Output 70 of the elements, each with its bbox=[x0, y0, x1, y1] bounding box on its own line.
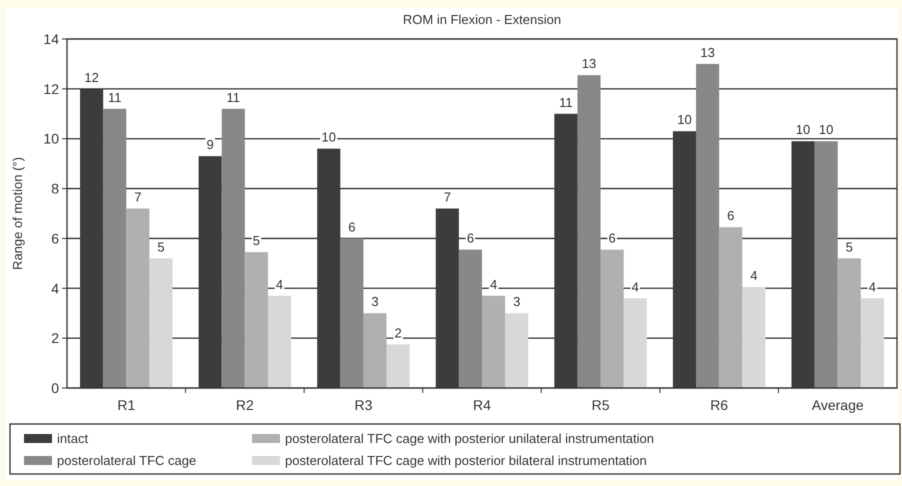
x-tick-label: R6 bbox=[710, 397, 728, 413]
data-label: 3 bbox=[513, 294, 520, 310]
bar bbox=[719, 227, 742, 388]
bar bbox=[149, 258, 173, 388]
data-label: 6 bbox=[466, 230, 474, 246]
bar bbox=[505, 313, 528, 388]
x-tick-label: Average bbox=[812, 397, 864, 413]
x-tick-label: R1 bbox=[117, 397, 136, 413]
data-label: 5 bbox=[252, 233, 260, 248]
y-tick-label: 2 bbox=[51, 330, 60, 346]
bar bbox=[340, 238, 364, 388]
x-tick-label: R4 bbox=[473, 397, 492, 413]
data-label: 10 bbox=[322, 130, 336, 145]
data-label: 2 bbox=[394, 325, 402, 340]
bar bbox=[126, 208, 150, 388]
bar bbox=[577, 75, 601, 388]
x-tick-label: R5 bbox=[592, 397, 610, 413]
bar bbox=[600, 250, 624, 388]
data-label: 12 bbox=[84, 70, 99, 85]
data-label: 4 bbox=[632, 279, 639, 294]
y-tick-label: 8 bbox=[51, 180, 60, 197]
data-label: 3 bbox=[371, 294, 379, 310]
y-axis-title: Range of motion (°) bbox=[10, 157, 25, 270]
data-label: 7 bbox=[444, 190, 451, 205]
bar bbox=[624, 298, 647, 388]
data-label: 4 bbox=[750, 268, 758, 284]
legend-label: posterolateral TFC cage with posterior unilateral instrumentation bbox=[285, 431, 654, 446]
y-tick-label: 12 bbox=[43, 80, 60, 97]
y-tick-label: 10 bbox=[43, 130, 60, 147]
data-label: 7 bbox=[134, 190, 142, 205]
legend-label: intact bbox=[57, 431, 88, 446]
data-label: 4 bbox=[490, 276, 498, 292]
x-tick-label: R2 bbox=[236, 397, 254, 413]
data-label: 5 bbox=[846, 239, 853, 254]
data-label: 10 bbox=[677, 112, 692, 128]
data-label: 11 bbox=[226, 90, 240, 105]
x-tick-label: R3 bbox=[354, 397, 373, 413]
bar bbox=[103, 108, 126, 388]
y-tick-label: 6 bbox=[51, 230, 60, 246]
bar bbox=[386, 344, 410, 388]
bar bbox=[838, 258, 861, 388]
data-label: 11 bbox=[559, 94, 573, 110]
data-label: 9 bbox=[206, 137, 214, 152]
legend-label: posterolateral TFC cage with posterior bilateral instrumentation bbox=[285, 453, 647, 468]
bar bbox=[268, 296, 292, 388]
bar bbox=[814, 141, 838, 388]
y-tick-label: 0 bbox=[51, 380, 60, 396]
data-label: 6 bbox=[348, 219, 356, 234]
data-label: 10 bbox=[796, 122, 810, 138]
bar bbox=[363, 313, 387, 388]
bar bbox=[860, 298, 884, 388]
data-label: 6 bbox=[608, 230, 616, 246]
data-label: 13 bbox=[700, 44, 715, 60]
data-label: 11 bbox=[108, 90, 122, 105]
data-label: 5 bbox=[157, 239, 165, 254]
bar bbox=[458, 250, 482, 388]
data-label: 6 bbox=[727, 208, 734, 224]
bar bbox=[482, 296, 506, 388]
data-label: 4 bbox=[868, 279, 876, 294]
legend-label: posterolateral TFC cage bbox=[57, 453, 196, 468]
bar bbox=[244, 252, 268, 388]
data-label: 4 bbox=[276, 276, 284, 292]
data-label: 10 bbox=[818, 122, 834, 138]
y-tick-label: 14 bbox=[43, 31, 60, 47]
bar bbox=[696, 64, 720, 388]
y-tick-label: 4 bbox=[51, 280, 60, 296]
chart-title: ROM in Flexion - Extension bbox=[402, 12, 562, 27]
bar bbox=[222, 108, 245, 388]
data-label: 13 bbox=[582, 56, 596, 72]
bar bbox=[742, 287, 766, 388]
